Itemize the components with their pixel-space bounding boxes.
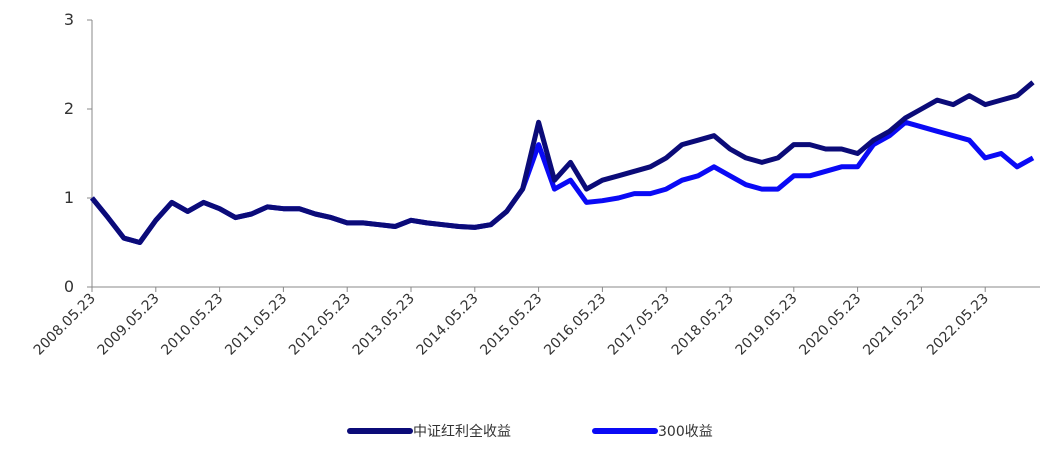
- x-tick-label: 2015.05.23: [477, 291, 545, 359]
- series-line: [90, 119, 1035, 245]
- x-tick-label: 2008.05.23: [31, 291, 99, 359]
- x-tick-label: 2016.05.23: [541, 291, 609, 359]
- x-tick-label: 2010.05.23: [158, 291, 226, 359]
- x-tick-label: 2017.05.23: [605, 291, 673, 359]
- y-tick-label: 3: [64, 10, 74, 29]
- y-tick-label: 0: [64, 277, 74, 296]
- x-tick-label: 2009.05.23: [95, 291, 163, 359]
- x-tick-label: 2018.05.23: [669, 291, 737, 359]
- y-tick-label: 1: [64, 188, 74, 207]
- x-tick-label: 2011.05.23: [222, 291, 290, 359]
- x-tick-label: 2014.05.23: [414, 291, 482, 359]
- legend-label: 300收益: [658, 424, 713, 440]
- y-tick-label: 2: [64, 99, 74, 118]
- legend-label: 中证红利全收益: [413, 423, 511, 440]
- x-tick-label: 2022.05.23: [924, 291, 992, 359]
- x-tick-label: 2019.05.23: [733, 291, 801, 359]
- x-tick-label: 2012.05.23: [286, 291, 354, 359]
- x-tick-label: 2020.05.23: [796, 291, 864, 359]
- x-tick-label: 2021.05.23: [860, 291, 928, 359]
- series-line: [90, 80, 1035, 245]
- x-tick-label: 2013.05.23: [350, 291, 418, 359]
